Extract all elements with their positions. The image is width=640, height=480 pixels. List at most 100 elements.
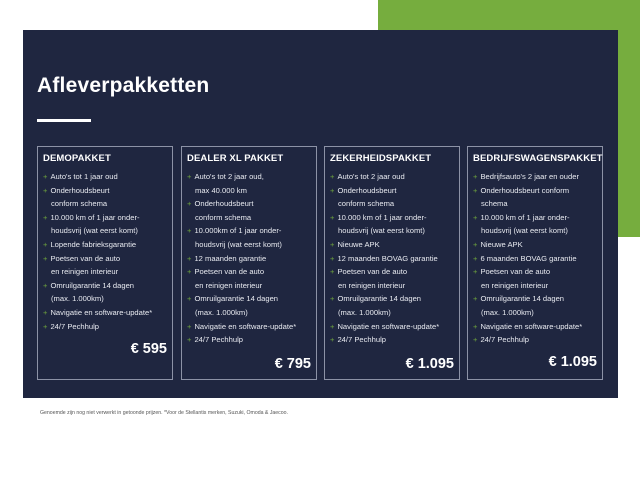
plus-icon: +: [473, 253, 478, 263]
feature-text: Nieuwe APK: [337, 239, 380, 249]
plus-icon: +: [473, 185, 478, 195]
feature-text: 24/7 Pechhulp: [194, 335, 243, 345]
feature-item-continued: (max. 1.000km): [338, 307, 391, 317]
feature-text: Navigatie en software-update*: [194, 321, 297, 331]
feature-item-continued: en reinigen interieur: [338, 280, 406, 290]
feature-item-continued: conform schema: [51, 199, 108, 209]
feature-text: Poetsen van de auto: [50, 253, 121, 263]
plus-icon: +: [330, 294, 335, 304]
feature-item-continued: schema: [481, 199, 508, 209]
plus-icon: +: [187, 199, 192, 209]
feature-text: 24/7 Pechhulp: [50, 321, 99, 331]
feature-item: +24/7 Pechhulp: [473, 333, 597, 347]
feature-item: +6 maanden BOVAG garantie: [473, 252, 597, 266]
feature-item: + Onderhoudsbeurt conform: [473, 184, 597, 198]
feature-item-continued: (max. 1.000km): [51, 294, 104, 304]
feature-item: +12 maanden garantie: [187, 252, 311, 266]
feature-item: + Nieuwe APK: [330, 238, 454, 252]
plus-icon: +: [187, 335, 192, 345]
plus-icon: +: [330, 253, 335, 263]
plus-icon: +: [43, 321, 48, 331]
feature-text: Onderhoudsbeurt: [50, 185, 110, 195]
feature-item-continued: en reinigen interieur: [51, 267, 119, 277]
feature-item: + Auto's tot 2 jaar oud: [330, 170, 454, 184]
feature-item: + Navigatie en software-update*: [43, 306, 167, 320]
feature-text: 12 maanden garantie: [194, 253, 267, 263]
feature-text: Omruilgarantie 14 dagen: [480, 294, 565, 304]
packages-panel: Afleverpakketten DEMOPAKKET + Auto's tot 1…: [23, 30, 618, 398]
feature-item-continued: en reinigen interieur: [195, 280, 263, 290]
feature-text: Bedrijfsauto's 2 jaar en ouder: [480, 172, 579, 181]
feature-item: +24/7 Pechhulp: [43, 320, 167, 334]
feature-item-continued: houdsvrij (wat eerst komt): [338, 226, 425, 236]
plus-icon: +: [43, 307, 48, 317]
feature-text: 6 maanden BOVAG garantie: [480, 253, 577, 263]
feature-text: Navigatie en software-update*: [50, 307, 153, 317]
feature-text: Omruilgarantie 14 dagen: [337, 294, 422, 304]
feature-text: Auto's tot 1 jaar oud: [50, 172, 118, 181]
plus-icon: +: [330, 335, 335, 345]
feature-text: 10.000 km of 1 jaar onder-: [480, 212, 570, 222]
package-price: € 1.095: [548, 354, 597, 370]
feature-text: 10.000km of 1 jaar onder-: [194, 226, 282, 236]
feature-text: Navigatie en software-update*: [480, 321, 583, 331]
plus-icon: +: [43, 212, 48, 222]
package-name: BEDRIJFSWAGENSPAKKET: [473, 153, 603, 164]
plus-icon: +: [187, 253, 192, 263]
feature-item: +12 maanden BOVAG garantie: [330, 252, 454, 266]
package-card: BEDRIJFSWAGENSPAKKET + Bedrijfsauto's 2 ja…: [467, 146, 603, 380]
plus-icon: +: [473, 239, 478, 249]
feature-item: +24/7 Pechhulp: [187, 333, 311, 347]
feature-text: Onderhoudsbeurt: [194, 199, 254, 209]
plus-icon: +: [43, 239, 48, 249]
plus-icon: +: [473, 212, 478, 222]
feature-item-continued: max 40.000 km: [195, 185, 247, 195]
feature-item: +10.000 km of 1 jaar onder-: [473, 211, 597, 225]
plus-icon: +: [473, 172, 478, 181]
feature-item: + Poetsen van de auto: [187, 265, 311, 279]
feature-text: Poetsen van de auto: [194, 267, 265, 277]
feature-item: + Navigatie en software-update*: [473, 320, 597, 334]
plus-icon: +: [43, 172, 48, 181]
feature-text: Omruilgarantie 14 dagen: [194, 294, 279, 304]
plus-icon: +: [330, 267, 335, 277]
feature-text: 12 maanden BOVAG garantie: [337, 253, 438, 263]
feature-item: + Poetsen van de auto: [330, 265, 454, 279]
plus-icon: +: [330, 185, 335, 195]
feature-item: + Bedrijfsauto's 2 jaar en ouder: [473, 170, 597, 184]
feature-item: + Poetsen van de auto: [43, 252, 167, 266]
plus-icon: +: [187, 172, 192, 181]
plus-icon: +: [187, 294, 192, 304]
feature-text: 10.000 km of 1 jaar onder-: [50, 212, 140, 222]
plus-icon: +: [187, 267, 192, 277]
feature-item: + Navigatie en software-update*: [187, 320, 311, 334]
package-card: DEALER XL PAKKET + Auto's tot 2 jaar oud, m…: [181, 146, 317, 380]
feature-text: Auto's tot 2 jaar oud: [337, 172, 405, 181]
feature-item: + Onderhoudsbeurt: [187, 197, 311, 211]
feature-text: 24/7 Pechhulp: [480, 335, 529, 345]
feature-item: +10.000 km of 1 jaar onder-: [43, 211, 167, 225]
feature-item-continued: houdsvrij (wat eerst komt): [51, 226, 138, 236]
package-name: DEMOPAKKET: [43, 153, 111, 164]
feature-item: + Omruilgarantie 14 dagen: [187, 292, 311, 306]
feature-item: + Omruilgarantie 14 dagen: [330, 292, 454, 306]
feature-item: + Navigatie en software-update*: [330, 320, 454, 334]
feature-item-continued: houdsvrij (wat eerst komt): [481, 226, 568, 236]
plus-icon: +: [330, 172, 335, 181]
plus-icon: +: [473, 321, 478, 331]
feature-text: 10.000 km of 1 jaar onder-: [337, 212, 427, 222]
package-name: ZEKERHEIDSPAKKET: [330, 153, 432, 164]
feature-item-continued: (max. 1.000km): [195, 307, 248, 317]
plus-icon: +: [473, 294, 478, 304]
feature-text: Auto's tot 2 jaar oud,: [194, 172, 264, 181]
feature-item: + Lopende fabrieksgarantie: [43, 238, 167, 252]
plus-icon: +: [330, 239, 335, 249]
feature-item: + Onderhoudsbeurt: [43, 184, 167, 198]
feature-item-continued: en reinigen interieur: [481, 280, 549, 290]
package-price: € 795: [274, 356, 311, 372]
feature-text: Lopende fabrieksgarantie: [50, 239, 137, 249]
feature-text: Poetsen van de auto: [480, 267, 551, 277]
package-price: € 1.095: [405, 356, 454, 372]
plus-icon: +: [330, 212, 335, 222]
feature-text: Omruilgarantie 14 dagen: [50, 280, 135, 290]
